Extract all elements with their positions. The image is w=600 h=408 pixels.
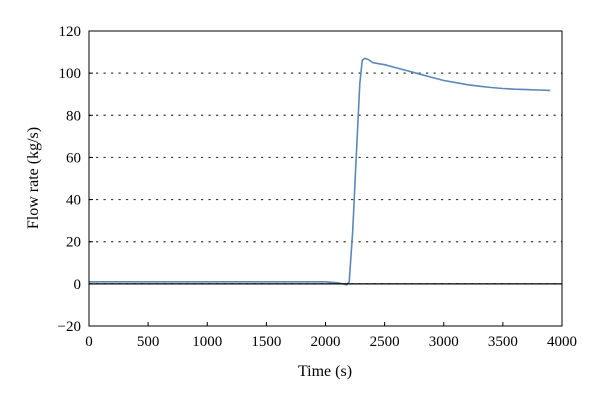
series-line — [89, 57, 551, 286]
y-tick-label: 20 — [66, 235, 81, 251]
x-tick-label: 1500 — [251, 334, 281, 350]
y-tick-label: 60 — [66, 150, 81, 166]
y-tick-label: −20 — [58, 319, 81, 335]
y-tick-label: 80 — [66, 108, 81, 124]
x-tick-label: 2500 — [370, 334, 400, 350]
y-tick-label: 0 — [74, 277, 82, 293]
y-tick-label: 120 — [59, 24, 82, 40]
y-tick-label: 40 — [66, 193, 81, 209]
x-tick-label: 3500 — [488, 334, 518, 350]
x-tick-label: 1000 — [192, 334, 222, 350]
x-tick-label: 3000 — [429, 334, 459, 350]
grid-lines — [88, 72, 563, 285]
x-tick-label: 4000 — [547, 334, 577, 350]
x-tick-label: 500 — [137, 334, 160, 350]
x-tick-label: 2000 — [311, 334, 341, 350]
series-layer — [89, 57, 551, 286]
x-tick-label: 0 — [85, 334, 93, 350]
y-axis-title: Flow rate (kg/s) — [25, 127, 42, 229]
axes: 0 500 1000 1500 2000 2500 3000 3500 4000−2002040… — [58, 24, 577, 350]
y-tick-label: 100 — [59, 66, 82, 82]
x-axis-title: Time (s) — [298, 363, 352, 380]
